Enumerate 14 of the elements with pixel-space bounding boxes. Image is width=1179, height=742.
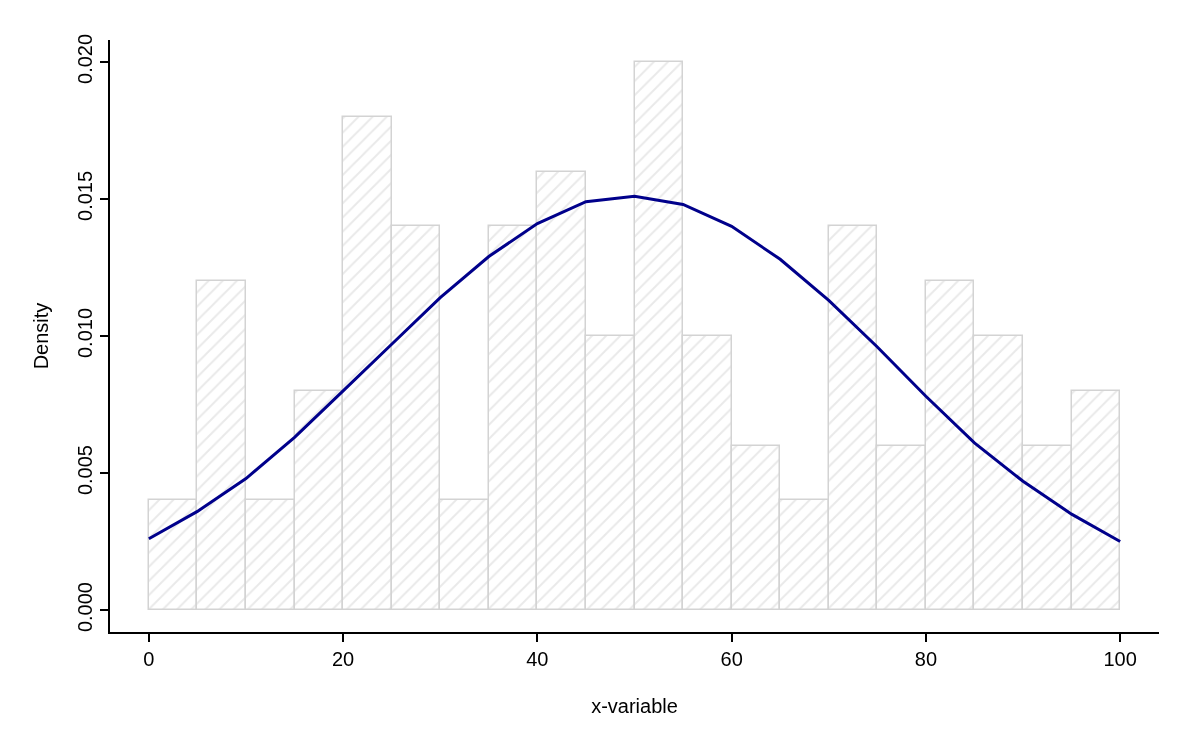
y-tick-label: 0.020 bbox=[74, 33, 97, 84]
x-tick-label: 80 bbox=[914, 647, 938, 670]
x-tick-label: 60 bbox=[720, 647, 743, 670]
y-tick-label: 0.015 bbox=[74, 170, 97, 221]
y-axis-title: Density bbox=[30, 302, 53, 370]
x-axis-title: x-variable bbox=[591, 694, 678, 717]
y-tick-label: 0.000 bbox=[74, 582, 97, 633]
x-tick-label: 40 bbox=[526, 647, 549, 670]
x-tick-label: 20 bbox=[331, 647, 355, 670]
y-tick-label: 0.005 bbox=[74, 445, 97, 496]
x-tick-label: 0 bbox=[143, 647, 155, 670]
x-tick-label: 100 bbox=[1103, 647, 1137, 670]
line-series bbox=[147, 194, 1122, 544]
y-tick-label: 0.010 bbox=[74, 307, 97, 359]
